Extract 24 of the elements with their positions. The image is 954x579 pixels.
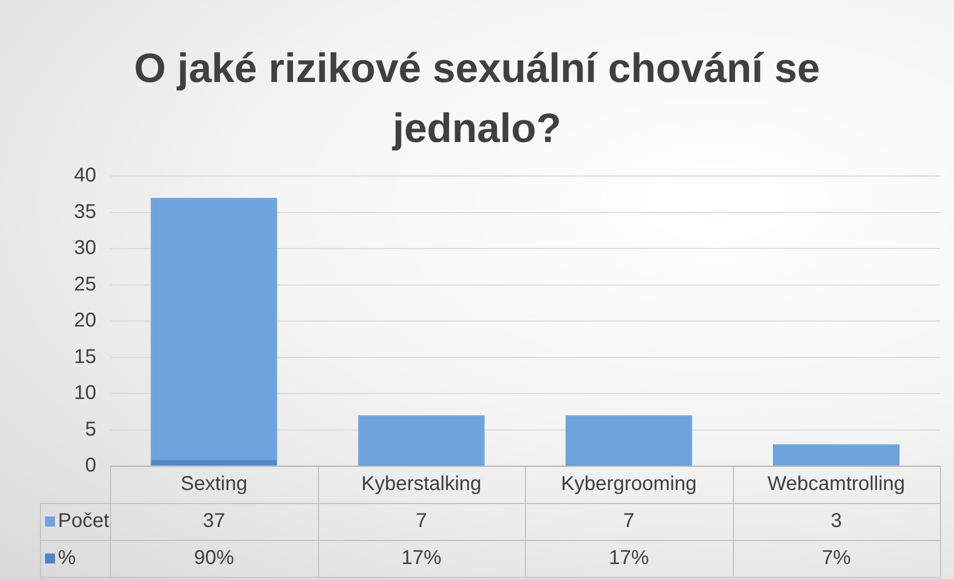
data-label: 3: [830, 510, 842, 532]
y-tick-label: 40: [74, 164, 96, 187]
y-tick-label: 5: [85, 418, 96, 440]
y-tick-label: 35: [74, 200, 96, 223]
y-tick-label: 15: [74, 346, 96, 368]
data-label: 17%: [401, 547, 442, 570]
x-tick-label: Kybergrooming: [561, 473, 697, 496]
y-tick-label: 10: [74, 382, 96, 404]
data-label: 90%: [194, 547, 234, 570]
data-label: 7: [416, 510, 427, 532]
x-tick-label: Sexting: [180, 473, 248, 496]
y-tick-label: 25: [74, 273, 96, 296]
y-tick-label: 20: [74, 310, 96, 332]
data-label: 37: [202, 510, 226, 532]
legend-label: Počet: [58, 510, 110, 532]
y-tick-label: 30: [74, 237, 96, 260]
x-tick-label: Webcamtrolling: [768, 473, 906, 496]
data-label: 7%: [822, 547, 851, 570]
x-tick-label: Kyberstalking: [361, 473, 482, 496]
chart-title: O jaké rizikové sexuální chování se jednalo?: [133, 44, 821, 153]
data-label: 7: [623, 510, 634, 532]
data-label: 17%: [608, 547, 650, 570]
legend-label: %: [58, 547, 76, 570]
y-tick-label: 0: [85, 454, 96, 477]
